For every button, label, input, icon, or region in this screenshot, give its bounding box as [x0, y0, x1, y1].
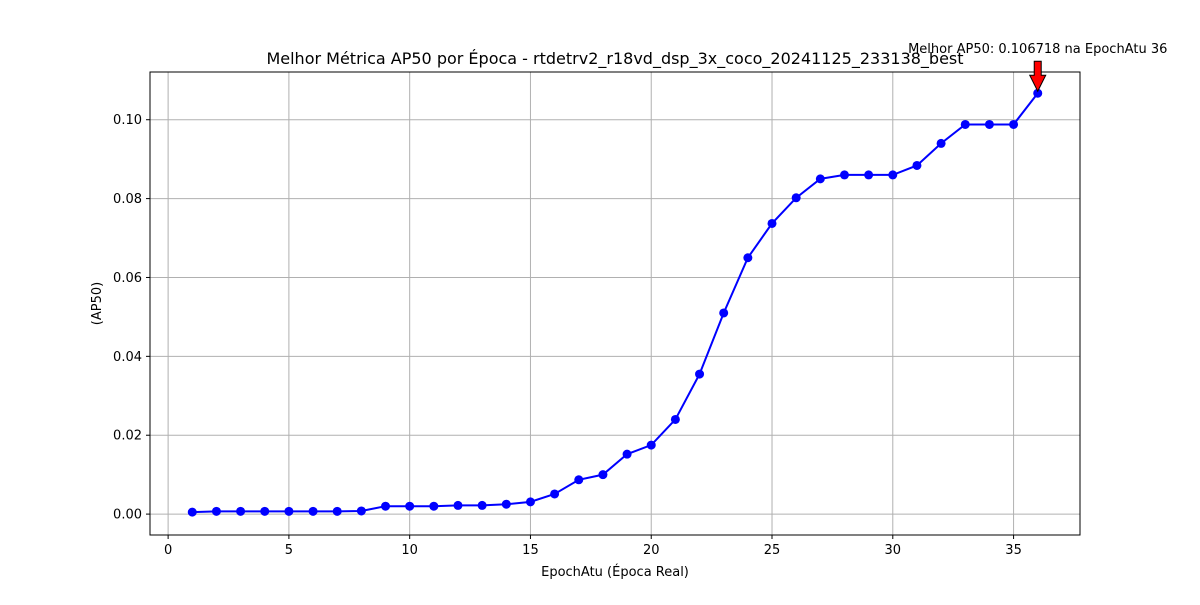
x-axis-label: EpochAtu (Época Real) [541, 564, 689, 580]
data-point [598, 470, 608, 480]
x-tick-label: 15 [522, 543, 539, 558]
grid-layer [150, 72, 1080, 535]
y-tick-label: 0.02 [113, 429, 142, 444]
data-point [187, 507, 197, 517]
data-point [308, 506, 318, 516]
best-epoch-annotation: Melhor AP50: 0.106718 na EpochAtu 36 [908, 42, 1167, 57]
x-tick-label: 35 [1005, 543, 1022, 558]
data-point [815, 174, 825, 184]
data-point [260, 506, 270, 516]
x-tick-label: 10 [401, 543, 418, 558]
x-tick-label: 0 [164, 543, 172, 558]
data-point [960, 119, 970, 129]
y-tick-label: 0.00 [113, 508, 142, 523]
y-tick-label: 0.10 [113, 113, 142, 128]
data-point [936, 138, 946, 148]
x-tick-label: 20 [643, 543, 660, 558]
y-axis-label: (AP50) [90, 282, 105, 325]
data-point [477, 500, 487, 510]
data-point [284, 506, 294, 516]
data-point [912, 160, 922, 170]
data-point [864, 170, 874, 180]
data-point [453, 500, 463, 510]
data-point [719, 308, 729, 318]
annotation-layer: Melhor AP50: 0.106718 na EpochAtu 36 [908, 42, 1167, 93]
data-point [1033, 88, 1043, 98]
data-point [888, 170, 898, 180]
y-tick-label: 0.08 [113, 192, 142, 207]
series-layer [187, 88, 1043, 517]
data-point [839, 170, 849, 180]
data-point [791, 193, 801, 203]
y-tick-label: 0.04 [113, 350, 142, 365]
plot-area-frame [149, 71, 1081, 536]
x-tick-label: 30 [885, 543, 902, 558]
x-tick-label: 25 [764, 543, 781, 558]
data-point [405, 501, 415, 511]
data-point [356, 506, 366, 516]
x-tick-label: 5 [285, 543, 293, 558]
data-point [381, 501, 391, 511]
data-point [574, 475, 584, 485]
best-epoch-arrow [1028, 60, 1047, 93]
data-point [550, 489, 560, 499]
data-point [695, 369, 705, 379]
data-point [501, 499, 511, 509]
chart-title: Melhor Métrica AP50 por Época - rtdetrv2… [266, 49, 963, 69]
data-point [767, 218, 777, 228]
data-point [332, 506, 342, 516]
data-point [646, 440, 656, 450]
data-point [429, 501, 439, 511]
data-point [670, 414, 680, 424]
data-point [622, 449, 632, 459]
y-tick-label: 0.06 [113, 271, 142, 286]
data-point [211, 506, 221, 516]
tick-layer: 0 5 10 15 20 25 30 35 0.00 0.02 0.04 0.06 0.08 0.10 [113, 113, 1022, 558]
data-point [1009, 119, 1019, 129]
data-point [525, 497, 535, 507]
data-point [743, 253, 753, 263]
series-line [192, 92, 1039, 514]
data-point [984, 119, 994, 129]
data-point [236, 506, 246, 516]
